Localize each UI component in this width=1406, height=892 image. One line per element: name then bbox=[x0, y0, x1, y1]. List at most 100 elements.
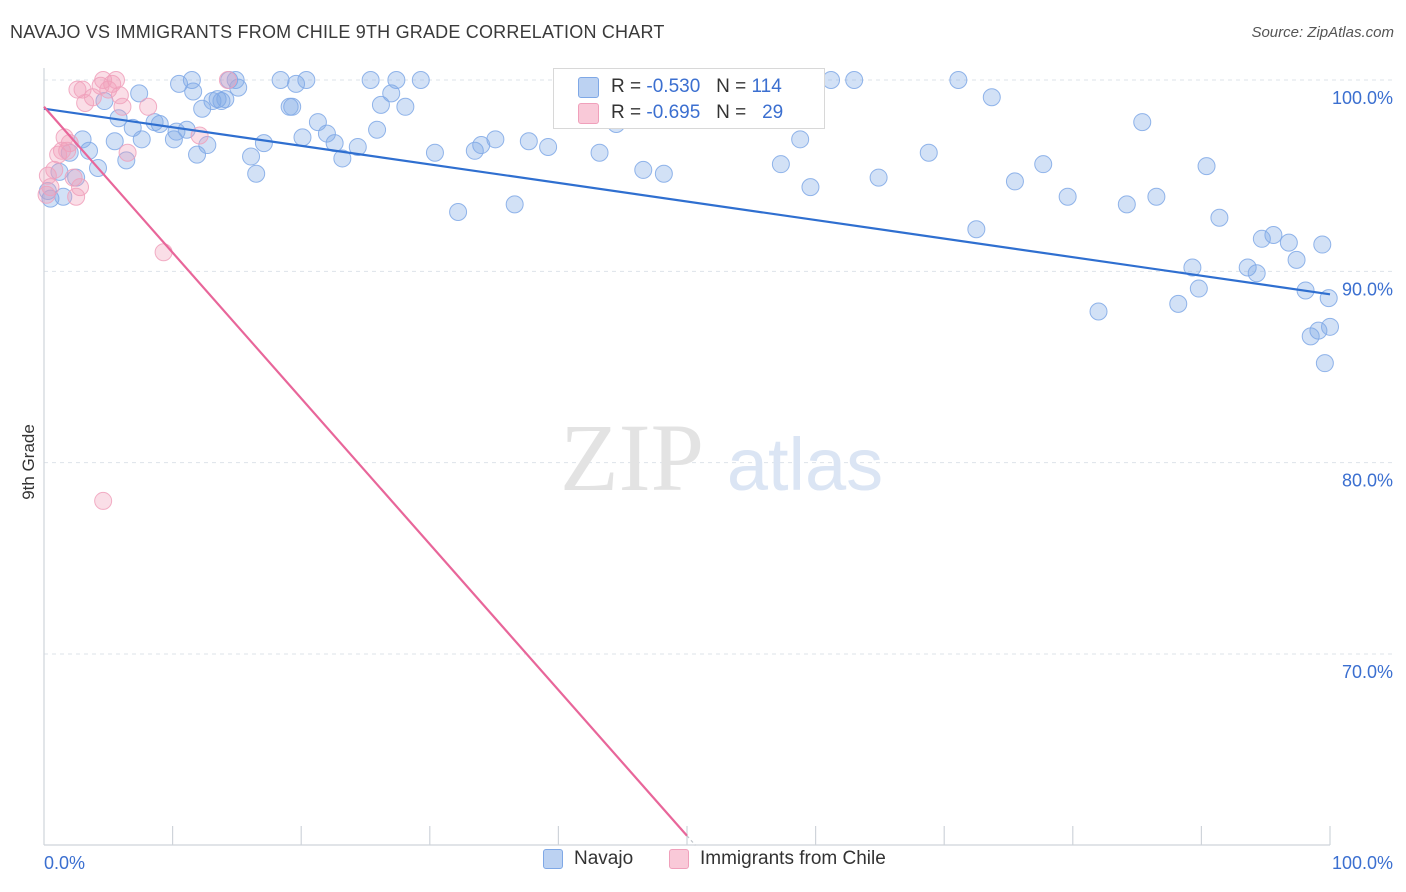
data-point-chile bbox=[154, 243, 173, 262]
data-point-navajo bbox=[348, 137, 367, 156]
correlation-stats-box: R = -0.530 N = 114 R = -0.695 N = 29 bbox=[553, 68, 825, 129]
data-point-navajo bbox=[297, 71, 316, 89]
data-point-navajo bbox=[371, 95, 390, 114]
data-point-navajo bbox=[361, 71, 380, 89]
data-point-navajo bbox=[425, 143, 444, 162]
data-point-navajo bbox=[982, 88, 1001, 107]
data-point-navajo bbox=[869, 168, 888, 187]
data-point-chile bbox=[73, 80, 92, 99]
data-point-chile bbox=[41, 178, 60, 197]
data-point-chile bbox=[113, 97, 132, 116]
data-point-navajo bbox=[271, 71, 290, 89]
data-point-navajo bbox=[387, 71, 406, 89]
data-point-navajo bbox=[801, 178, 820, 197]
data-point-navajo bbox=[95, 92, 114, 111]
data-point-navajo bbox=[590, 143, 609, 162]
navajo-r-label: R = bbox=[611, 76, 642, 97]
gridlines bbox=[44, 79, 1393, 655]
data-point-navajo bbox=[1321, 317, 1339, 336]
data-point-navajo bbox=[1287, 250, 1306, 269]
trend-line-extension-chile bbox=[686, 835, 696, 846]
data-point-navajo bbox=[967, 220, 986, 239]
data-point-navajo bbox=[634, 160, 653, 179]
chile-stat-swatch bbox=[578, 102, 599, 124]
trend-line-chile bbox=[43, 106, 688, 837]
data-point-chile bbox=[139, 97, 158, 116]
chart-source: Source: ZipAtlas.com bbox=[1251, 24, 1394, 41]
data-point-navajo bbox=[654, 164, 673, 183]
trend-lines bbox=[43, 106, 1331, 846]
data-point-navajo bbox=[287, 74, 306, 93]
legend-label-navajo: Navajo bbox=[574, 848, 634, 869]
data-point-navajo bbox=[845, 71, 864, 89]
data-point-navajo bbox=[791, 130, 810, 149]
data-point-chile bbox=[53, 141, 72, 160]
watermark-atlas: atlas bbox=[727, 423, 883, 506]
data-point-navajo bbox=[1005, 172, 1024, 191]
data-point-navajo bbox=[1252, 229, 1271, 248]
data-point-chile bbox=[107, 71, 126, 89]
watermark: ZIP atlas bbox=[560, 404, 883, 511]
data-point-navajo bbox=[247, 164, 266, 183]
data-point-navajo bbox=[919, 143, 938, 162]
data-point-chile bbox=[118, 143, 137, 162]
data-point-chile bbox=[45, 160, 64, 179]
watermark-zip: ZIP bbox=[560, 404, 704, 511]
data-point-chile bbox=[218, 71, 237, 89]
data-point-navajo bbox=[132, 130, 151, 149]
data-point-navajo bbox=[254, 134, 273, 153]
data-point-navajo bbox=[822, 71, 841, 89]
data-point-navajo bbox=[949, 71, 968, 89]
data-point-navajo bbox=[1315, 354, 1334, 373]
data-point-navajo bbox=[1034, 155, 1053, 174]
data-point-navajo bbox=[1169, 294, 1188, 313]
data-point-navajo bbox=[1264, 225, 1283, 244]
y-tick-label: 90.0% bbox=[1342, 279, 1393, 299]
data-point-chile bbox=[67, 187, 86, 206]
data-point-navajo bbox=[411, 71, 430, 89]
data-point-navajo bbox=[283, 97, 302, 116]
data-point-navajo bbox=[182, 71, 201, 89]
data-point-navajo bbox=[1279, 233, 1298, 252]
data-point-navajo bbox=[184, 82, 203, 101]
data-point-navajo bbox=[449, 203, 468, 222]
legend-label-chile: Immigrants from Chile bbox=[700, 848, 886, 869]
y-tick-label: 70.0% bbox=[1342, 662, 1393, 682]
data-point-navajo bbox=[105, 132, 124, 151]
data-point-navajo bbox=[1247, 264, 1266, 283]
axes: 100.0% 90.0% 80.0% 70.0% bbox=[43, 68, 1393, 846]
legend-swatch-chile bbox=[669, 849, 689, 869]
data-point-navajo bbox=[1313, 235, 1332, 254]
data-point-navajo bbox=[382, 84, 401, 103]
data-point-navajo bbox=[229, 78, 248, 97]
data-point-navajo bbox=[117, 151, 136, 170]
data-point-navajo bbox=[368, 120, 387, 139]
data-point-chile bbox=[94, 491, 113, 510]
data-point-navajo bbox=[1147, 187, 1166, 206]
chart-title: NAVAJO VS IMMIGRANTS FROM CHILE 9TH GRAD… bbox=[10, 22, 665, 42]
x-tick-label-min: 0.0% bbox=[44, 853, 85, 873]
data-point-chile bbox=[71, 178, 90, 197]
navajo-n-label: N = bbox=[716, 76, 747, 97]
legend-item-navajo[interactable]: Navajo bbox=[543, 848, 633, 870]
navajo-n-value: 114 bbox=[751, 76, 782, 97]
chile-n-value: 29 bbox=[762, 102, 784, 123]
data-point-navajo bbox=[396, 97, 415, 116]
navajo-stat-swatch bbox=[578, 76, 599, 98]
chart-legend: Navajo Immigrants from Chile bbox=[0, 848, 1406, 880]
data-point-navajo bbox=[193, 99, 212, 118]
data-point-navajo bbox=[216, 90, 235, 109]
data-point-navajo bbox=[1210, 208, 1229, 227]
y-tick-label: 100.0% bbox=[1332, 88, 1393, 108]
data-point-navajo bbox=[505, 195, 524, 214]
data-point-chile bbox=[110, 86, 129, 105]
chile-r-value: -0.695 bbox=[646, 102, 701, 123]
x-tick-label-max: 100.0% bbox=[1332, 853, 1393, 873]
data-point-navajo bbox=[1117, 195, 1136, 214]
stats-row-navajo: R = -0.530 N = 114 bbox=[578, 74, 782, 100]
stats-row-chile: R = -0.695 N = 29 bbox=[578, 100, 783, 126]
legend-item-chile[interactable]: Immigrants from Chile bbox=[669, 848, 886, 870]
y-tick-label: 80.0% bbox=[1342, 471, 1393, 491]
data-point-navajo bbox=[130, 84, 149, 103]
